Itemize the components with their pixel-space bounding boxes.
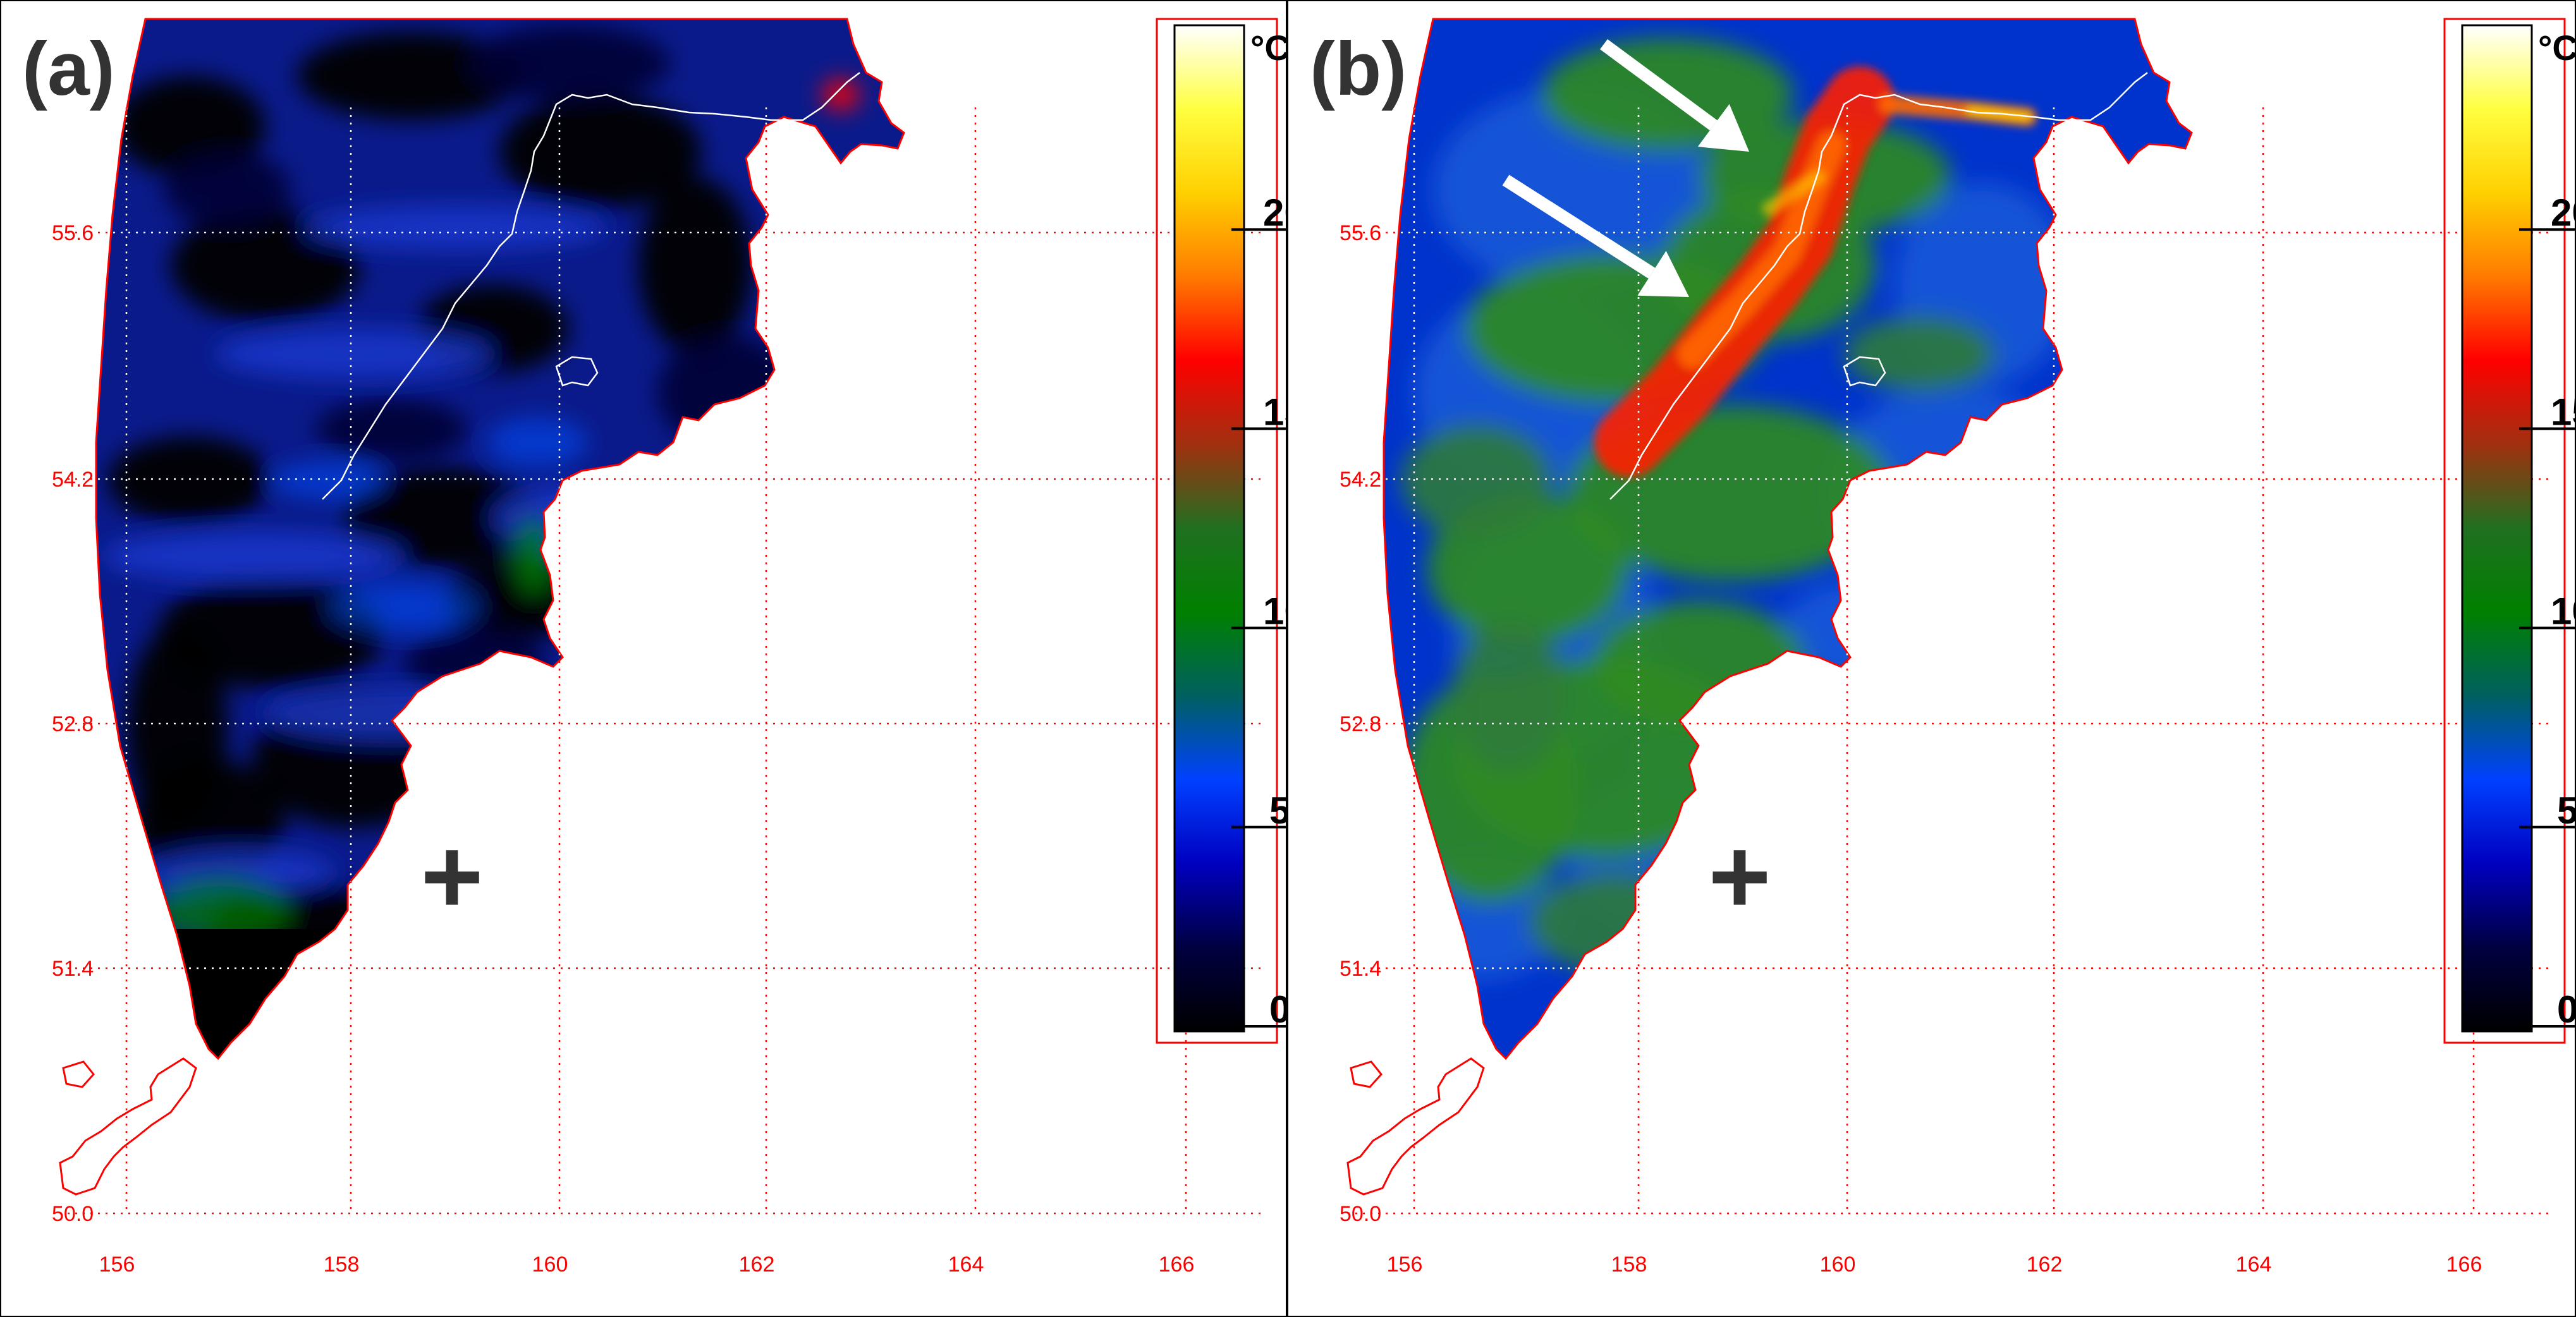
arrow [1502,174,1689,297]
colorbar-tick-label: 10 [2551,590,2576,633]
lat-tick-label: 55.6 [52,221,94,245]
lat-tick-label: 54.2 [1340,468,1381,492]
lon-tick-label: 160 [1820,1253,1856,1277]
coastline [1383,18,2193,1060]
lat-tick-label: 54.2 [52,468,94,492]
lat-tick-label: 51.4 [52,957,94,981]
colorbar-tick-label: 5 [2557,789,2576,832]
lon-tick-label: 162 [739,1253,775,1277]
divide-contour [322,72,860,500]
divide-contour [1609,72,2148,500]
lat-tick-label: 50.0 [1340,1202,1381,1226]
lon-tick-label: 160 [532,1253,568,1277]
colorbar-tick-label: 0 [2557,988,2576,1031]
site-marker: + [1708,816,1771,937]
panel-divider [1286,0,1288,1317]
island-outline [59,1057,197,1196]
colorbar-unit: °C [1250,28,1286,68]
panel-label: (a) [22,27,115,111]
colorbar-frame [1156,18,1278,1044]
panel-label: (b) [1310,27,1407,111]
lat-tick-label: 50.0 [52,1202,94,1226]
panel-a: 55.6 54.2 52.8 51.4 50.0 156 158 160 162 164 166 (a… [22,18,1286,1277]
lon-tick-label: 164 [2236,1253,2272,1277]
arrow [1600,39,1749,152]
lon-tick-label: 166 [1159,1253,1195,1277]
lon-tick-label: 164 [948,1253,984,1277]
colorbar-tick-label: 5 [1269,789,1286,832]
island-outline [1346,1057,1485,1196]
colorbar-tick-label: 20 [1263,191,1286,234]
colorbar-frame [2443,18,2566,1044]
lon-tick-label: 156 [99,1253,135,1277]
colorbar-tick-label: 20 [2551,191,2576,234]
temperature-field [1384,19,2192,1059]
colorbar-unit: °C [2538,28,2576,68]
lon-tick-label: 166 [2446,1253,2482,1277]
lat-tick-label: 52.8 [1340,712,1381,736]
colorbar [2461,24,2533,1033]
island-outline [62,1060,95,1088]
lake-contour [555,356,599,387]
coastline [95,18,905,1060]
lon-tick-label: 158 [324,1253,360,1277]
lat-tick-label: 51.4 [1340,957,1381,981]
lat-tick-label: 55.6 [1340,221,1381,245]
lat-tick-label: 52.8 [52,712,94,736]
site-marker: + [420,816,483,937]
colorbar-tick-label: 10 [1263,590,1286,633]
colorbar-tick-label: 15 [2551,391,2576,433]
colorbar-tick-label: 0 [1269,988,1286,1031]
island-outline [1350,1060,1383,1088]
lake-contour [1843,356,1886,387]
panel-b: 55.6 54.2 52.8 51.4 50.0 156 158 160 162 164 166 (b… [1310,18,2576,1277]
colorbar-tick-label: 15 [1263,391,1286,433]
colorbar [1173,24,1245,1033]
lon-tick-label: 158 [1611,1253,1647,1277]
temperature-field [96,19,904,1059]
lon-tick-label: 162 [2027,1253,2063,1277]
lon-tick-label: 156 [1387,1253,1423,1277]
